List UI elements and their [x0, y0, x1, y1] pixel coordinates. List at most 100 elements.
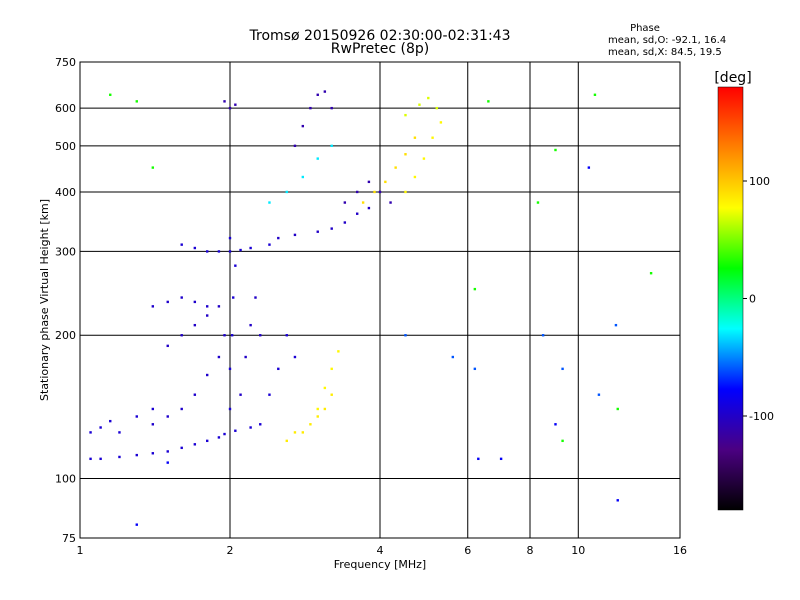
data-point: [223, 334, 226, 337]
data-point: [193, 300, 197, 304]
data-point: [316, 415, 319, 418]
data-point: [431, 136, 434, 139]
data-point: [413, 175, 417, 179]
x-tick-label: 16: [673, 544, 687, 557]
data-point: [330, 106, 333, 110]
data-point: [223, 100, 226, 103]
colorbar-ticks: 100 0 -100: [743, 175, 774, 423]
y-tick-label: 750: [55, 56, 76, 69]
data-point: [151, 166, 155, 169]
data-point: [166, 344, 169, 348]
data-point: [135, 100, 138, 103]
data-point: [309, 423, 312, 426]
x-tick-label: 10: [571, 544, 585, 557]
data-point: [394, 166, 397, 169]
y-tick-label: 300: [55, 245, 76, 258]
data-point: [301, 124, 305, 128]
data-point: [151, 407, 155, 411]
x-tick-label: 2: [227, 544, 234, 557]
colorbar-tick-label: 0: [749, 293, 756, 306]
data-point: [413, 136, 417, 139]
data-point: [343, 221, 347, 224]
y-tick-label: 200: [55, 329, 76, 342]
data-point: [439, 121, 443, 124]
data-point: [205, 305, 209, 308]
plot-frame: [79, 61, 681, 539]
data-point: [205, 373, 209, 377]
data-point: [228, 407, 232, 411]
data-point: [268, 243, 271, 246]
data-point: [223, 432, 226, 436]
data-point: [228, 106, 232, 110]
x-axis-label: Frequency [MHz]: [334, 558, 426, 571]
data-point: [230, 334, 234, 337]
data-point: [166, 300, 169, 304]
data-point: [473, 367, 477, 371]
data-point: [367, 180, 371, 184]
data-point: [404, 190, 407, 194]
data-point: [367, 206, 371, 210]
data-point: [180, 243, 183, 246]
data-point: [422, 157, 426, 160]
data-point: [99, 426, 102, 429]
colorbar: [717, 86, 744, 511]
data-points: [89, 90, 653, 526]
y-tick-label: 400: [55, 186, 76, 199]
data-point: [285, 439, 288, 443]
data-point: [323, 386, 327, 390]
data-point: [616, 499, 619, 502]
data-point: [151, 452, 155, 455]
data-point: [330, 227, 333, 230]
data-point: [217, 250, 221, 253]
data-point: [277, 236, 280, 240]
data-point: [451, 355, 455, 359]
data-point: [316, 230, 319, 233]
colorbar-tick-label: -100: [749, 410, 774, 423]
data-point: [614, 323, 618, 327]
data-point: [268, 201, 271, 204]
data-point: [597, 393, 601, 396]
x-tick-label: 6: [464, 544, 471, 557]
x-tick-label: 1: [77, 544, 84, 557]
data-point: [593, 93, 597, 96]
data-point: [166, 450, 169, 453]
data-point: [118, 431, 121, 434]
data-point: [378, 190, 382, 194]
data-point: [234, 103, 237, 106]
x-tick-label: 8: [527, 544, 534, 557]
data-point: [268, 393, 271, 396]
axis-ticks: 1 2 4 6 8 10 16 75 100 200 300 400 500 600 750: [55, 56, 687, 557]
data-point: [293, 431, 297, 434]
data-point: [323, 407, 327, 411]
data-point: [249, 246, 252, 250]
data-point: [389, 201, 392, 204]
data-point: [404, 113, 407, 117]
data-point: [554, 148, 557, 152]
y-tick-label: 600: [55, 102, 76, 115]
data-point: [228, 236, 232, 240]
data-point: [293, 144, 297, 148]
data-point: [435, 106, 438, 110]
phase-stats-header: Phase: [630, 23, 660, 34]
data-point: [330, 144, 333, 148]
data-point: [135, 453, 138, 457]
data-point: [228, 367, 232, 371]
data-point: [285, 190, 288, 194]
data-point: [135, 523, 138, 526]
data-point: [109, 93, 112, 96]
data-point: [217, 305, 221, 308]
data-point: [180, 407, 183, 411]
data-point: [217, 436, 221, 439]
data-point: [180, 334, 183, 337]
data-point: [259, 334, 262, 337]
data-point: [293, 233, 297, 237]
data-point: [193, 443, 197, 446]
data-point: [234, 264, 237, 267]
data-point: [228, 250, 232, 253]
data-point: [193, 323, 197, 327]
data-point: [309, 106, 312, 110]
data-point: [217, 355, 221, 359]
data-point: [561, 367, 564, 371]
